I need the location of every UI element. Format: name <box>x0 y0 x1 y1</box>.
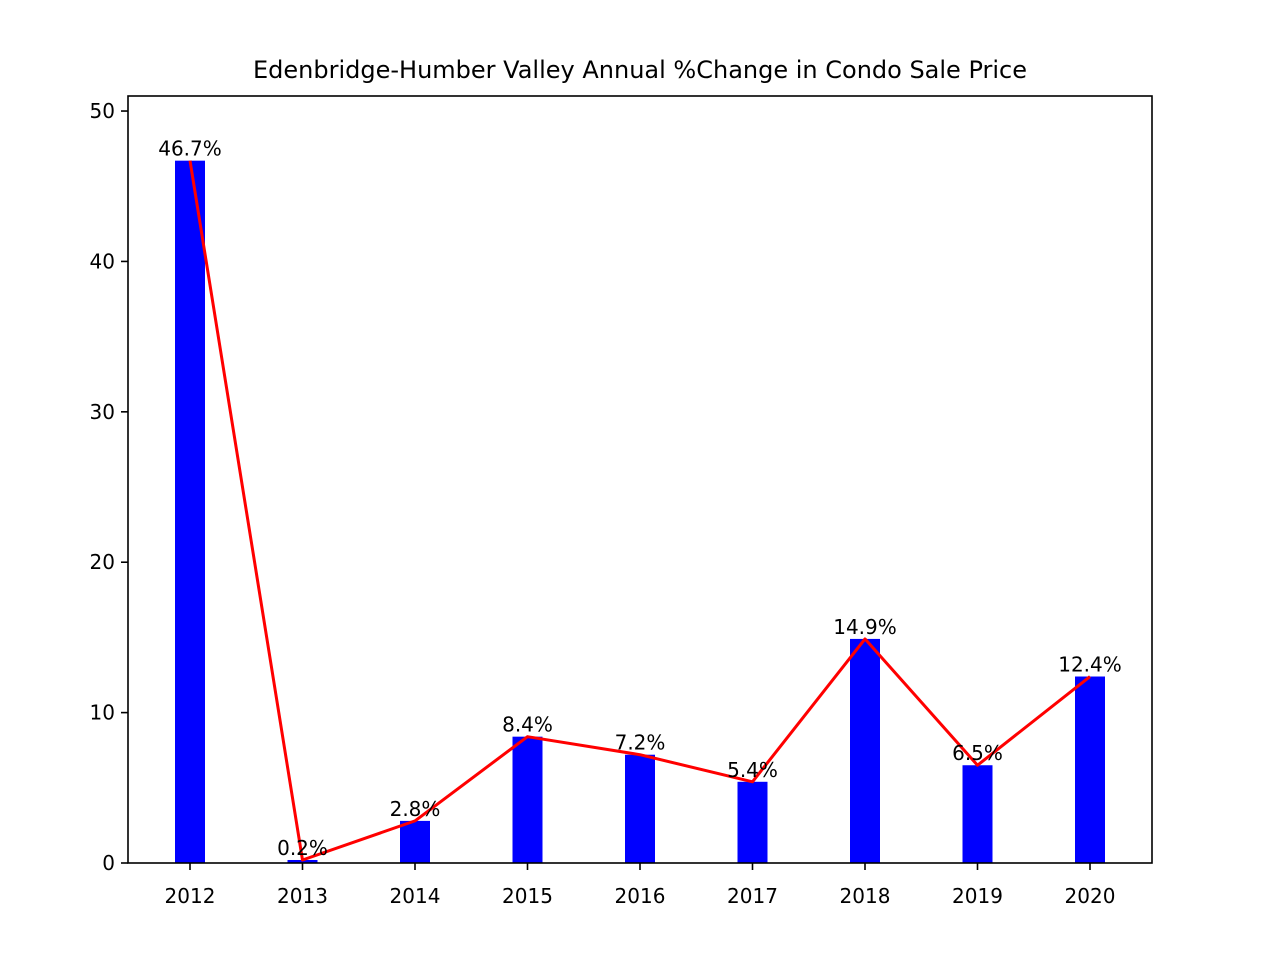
data-label-2013: 0.2% <box>277 836 328 860</box>
data-labels-layer: 46.7% 0.2% 2.8% 8.4% 7.2% 5.4% 14.9% 6.5% 12.4% <box>158 137 1122 860</box>
bar-2015 <box>512 736 543 863</box>
y-tick-label: 50 <box>90 99 115 123</box>
bar-2016 <box>625 754 655 863</box>
x-tick-label-2015: 2015 <box>502 884 553 908</box>
bar-2018 <box>850 638 880 863</box>
x-tick-label-2020: 2020 <box>1065 884 1116 908</box>
chart-title: Edenbridge-Humber Valley Annual %Change … <box>253 56 1027 84</box>
data-label-2018: 14.9% <box>833 615 897 639</box>
data-label-2014: 2.8% <box>390 797 441 821</box>
x-tick-label-2014: 2014 <box>390 884 441 908</box>
line-layer <box>188 160 1091 862</box>
x-tick-label-2019: 2019 <box>952 884 1003 908</box>
x-tick-label-2016: 2016 <box>615 884 666 908</box>
data-label-2020: 12.4% <box>1058 653 1122 677</box>
data-label-2017: 5.4% <box>727 758 778 782</box>
data-label-2016: 7.2% <box>615 731 666 755</box>
bar-2017 <box>737 781 768 863</box>
y-tick-label: 30 <box>90 400 115 424</box>
bars-layer <box>175 160 1105 863</box>
x-tick-label-2017: 2017 <box>727 884 778 908</box>
data-label-2012: 46.7% <box>158 137 222 161</box>
bar-2012 <box>175 160 205 863</box>
bar-2014 <box>400 820 430 863</box>
x-tick-label-2012: 2012 <box>165 884 216 908</box>
y-tick-label: 0 <box>102 851 115 875</box>
trend-line <box>188 160 1091 862</box>
bar-2013 <box>287 859 318 863</box>
y-tick-label: 10 <box>90 701 115 725</box>
data-label-2015: 8.4% <box>502 713 553 737</box>
y-tick-label: 20 <box>90 550 115 574</box>
data-label-2019: 6.5% <box>952 741 1003 765</box>
x-tick-label-2018: 2018 <box>840 884 891 908</box>
x-axis: 2012 2013 2014 2015 2016 2017 2018 2019 2020 <box>165 863 1116 908</box>
bar-2020 <box>1075 676 1105 863</box>
x-tick-label-2013: 2013 <box>277 884 328 908</box>
y-tick-label: 40 <box>90 249 115 273</box>
bar-2019 <box>962 765 993 863</box>
y-axis: 0 10 20 30 40 50 <box>90 99 128 875</box>
